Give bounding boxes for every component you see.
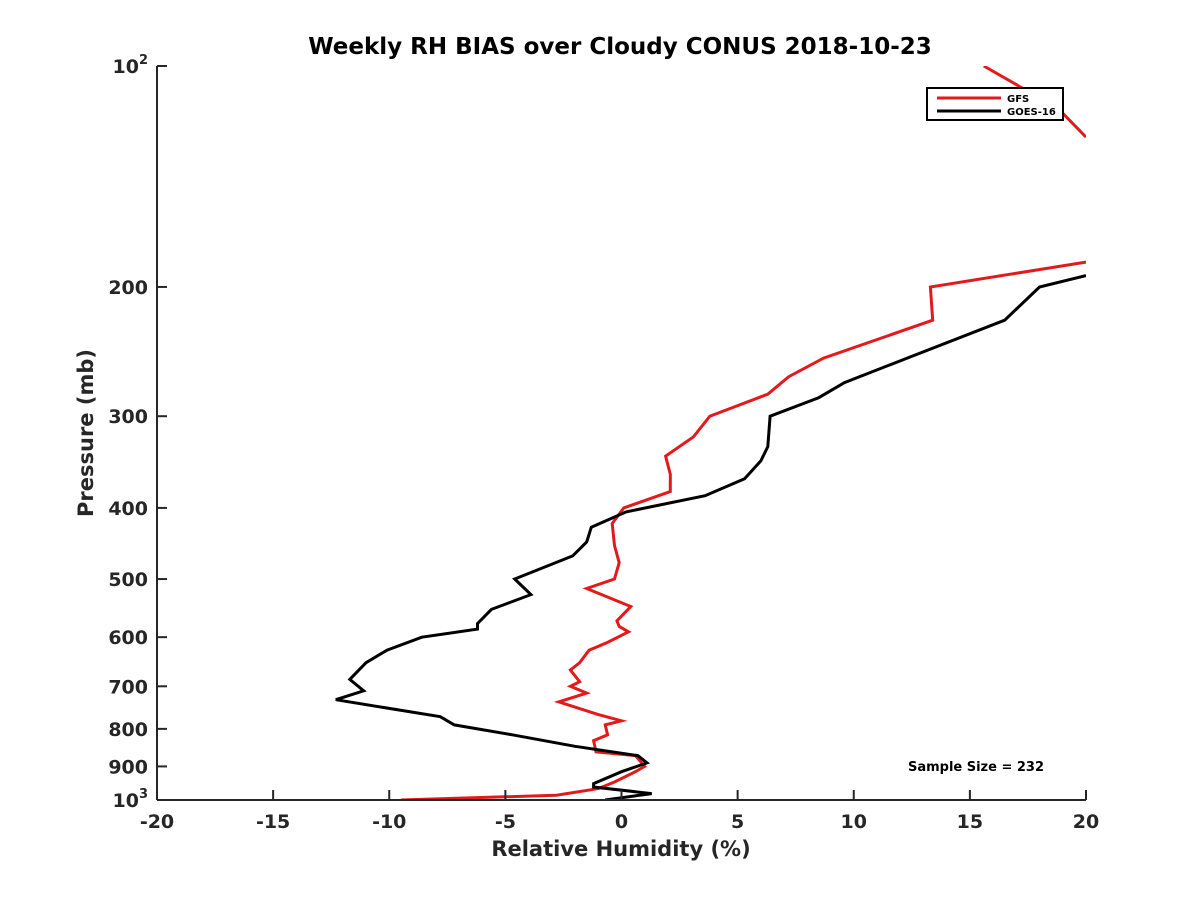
series-line-gfs-1	[400, 260, 1086, 800]
y-tick-label: 102	[113, 53, 149, 78]
axes: -20 -15 -10 -5 0 5 10 15 20 102 200 300 400 500 600 700…	[108, 53, 1099, 833]
legend-label: GFS	[1007, 94, 1029, 105]
y-tick-label: 300	[108, 406, 148, 428]
x-tick-label: 5	[731, 811, 744, 833]
plot-lines	[335, 66, 1086, 800]
y-tick-label: 103	[113, 787, 149, 812]
legend-box	[926, 87, 1064, 121]
x-axis-label: Relative Humidity (%)	[491, 837, 750, 861]
x-tick-label: -5	[495, 811, 516, 833]
x-tick-label: 20	[1073, 811, 1099, 833]
series-line-goes-16-0	[335, 274, 1086, 800]
legend: GFS GOES-16	[926, 87, 1064, 121]
x-tick-label: 15	[957, 811, 983, 833]
x-tick-label: -10	[372, 811, 406, 833]
x-tick-label: 10	[841, 811, 867, 833]
y-tick-label: 500	[108, 569, 148, 591]
y-tick-label: 800	[108, 719, 148, 741]
sample-size-annotation: Sample Size = 232	[908, 760, 1044, 775]
chart-title: Weekly RH BIAS over Cloudy CONUS 2018-10…	[308, 34, 932, 60]
y-tick-label: 200	[108, 277, 148, 299]
y-tick-label: 600	[108, 627, 148, 649]
y-axis-label: Pressure (mb)	[74, 349, 98, 517]
x-tick-label: 0	[615, 811, 628, 833]
y-tick-label: 700	[108, 676, 148, 698]
x-tick-label: -20	[140, 811, 174, 833]
y-tick-label: 900	[108, 756, 148, 778]
y-tick-label: 400	[108, 498, 148, 520]
legend-label: GOES-16	[1007, 107, 1056, 118]
x-tick-label: -15	[256, 811, 290, 833]
